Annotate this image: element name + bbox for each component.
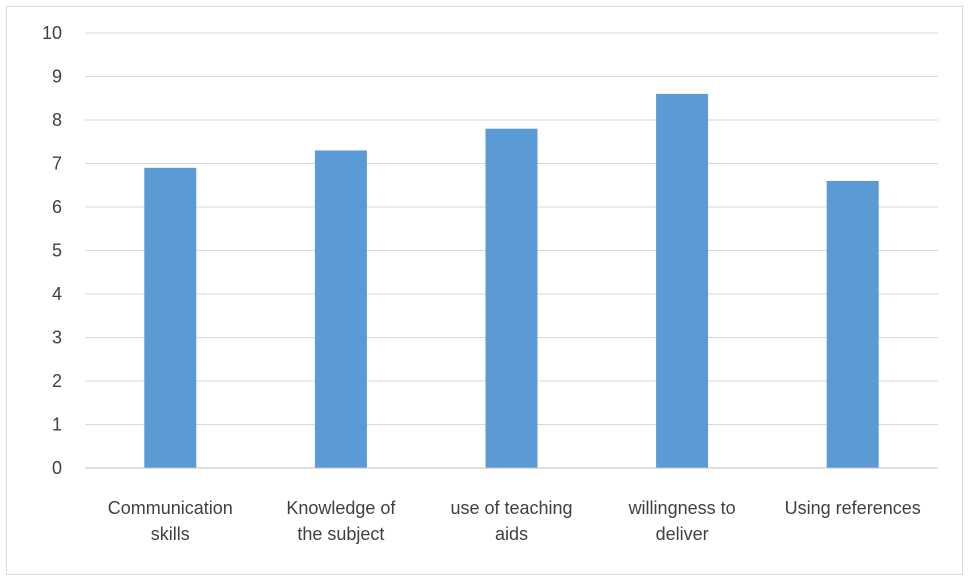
y-tick-label-2: 2 <box>52 371 62 391</box>
y-tick-label-10: 10 <box>42 23 62 43</box>
y-axis-tick-labels: 0 1 2 3 4 5 6 7 8 9 10 <box>42 23 62 478</box>
x-axis-tick-labels: Communication skills Knowledge of the subje… <box>108 498 921 544</box>
x-tick-label-3: use of teaching aids <box>450 498 572 544</box>
y-tick-label-8: 8 <box>52 110 62 130</box>
y-tick-label-9: 9 <box>52 67 62 87</box>
bar-1 <box>144 168 196 468</box>
y-tick-label-6: 6 <box>52 197 62 217</box>
y-tick-label-3: 3 <box>52 328 62 348</box>
y-tick-label-4: 4 <box>52 284 62 304</box>
bar-3 <box>486 129 538 468</box>
bar-4 <box>656 94 708 468</box>
bar-5 <box>827 181 879 468</box>
x-tick-label-4: willingness to deliver <box>628 498 736 544</box>
x-tick-label-2: Knowledge of the subject <box>286 498 396 544</box>
bar-2 <box>315 150 367 468</box>
x-tick-label-1: Communication skills <box>108 498 233 544</box>
x-tick-label-5: Using references <box>785 498 921 518</box>
bars <box>144 94 878 468</box>
y-tick-label-1: 1 <box>52 415 62 435</box>
y-tick-label-7: 7 <box>52 154 62 174</box>
y-tick-label-0: 0 <box>52 458 62 478</box>
y-tick-label-5: 5 <box>52 241 62 261</box>
